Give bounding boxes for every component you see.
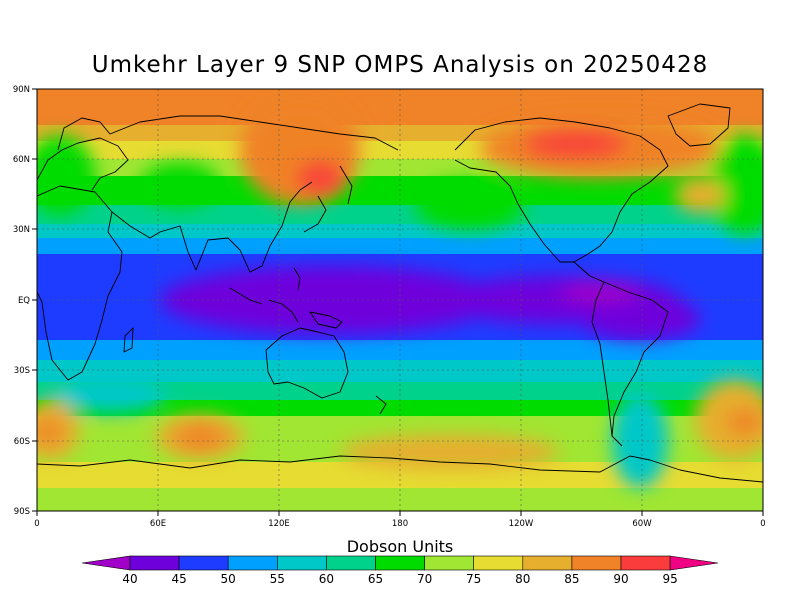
lon-label-0: 0 [34, 519, 39, 529]
lon-label-120w: 120W [509, 519, 534, 529]
colorbar-title: Dobson Units [346, 537, 454, 556]
colorbar-swatch [178, 555, 229, 571]
colorbar-arrow-low [81, 555, 131, 571]
coastlines [37, 103, 763, 483]
lon-label-180: 180 [392, 519, 408, 529]
lat-label-30s: 30S [14, 366, 30, 376]
lon-label-60e: 60E [150, 519, 166, 529]
colorbar-swatch [424, 555, 475, 571]
colorbar-swatch [227, 555, 278, 571]
ozone-field [37, 89, 763, 511]
colorbar-level-label: 70 [416, 572, 433, 586]
lat-label-60n: 60N [13, 155, 30, 165]
colorbar-swatch [571, 555, 622, 571]
lon-label-0-east: 0 [760, 519, 765, 529]
colorbar-swatch [620, 555, 671, 571]
colorbar-swatch [522, 555, 573, 571]
colorbar-swatch [276, 555, 327, 571]
colorbar-swatch [375, 555, 425, 571]
lat-label-90n: 90N [13, 85, 30, 95]
lat-label-60s: 60S [14, 437, 30, 447]
lat-axis [32, 88, 37, 512]
colorbar-level-label: 60 [318, 572, 335, 586]
colorbar-swatch [326, 555, 376, 571]
colorbar-level-label: 90 [613, 572, 629, 586]
colorbar-level-label: 45 [171, 572, 187, 586]
colorbar-swatch [473, 555, 524, 571]
colorbar [81, 555, 719, 571]
lat-label-90s: 90S [14, 507, 30, 517]
map-title: Umkehr Layer 9 SNP OMPS Analysis on 2025… [91, 52, 709, 78]
lat-label-eq: EQ [18, 296, 30, 306]
lon-label-120e: 120E [268, 519, 290, 529]
colorbar-level-label: 80 [515, 572, 531, 586]
colorbar-level-label: 40 [122, 572, 138, 586]
graticule [37, 89, 763, 511]
colorbar-level-label: 65 [367, 572, 384, 586]
colorbar-level-label: 50 [220, 572, 236, 586]
colorbar-arrow-high [669, 555, 719, 571]
colorbar-level-label: 55 [269, 572, 285, 586]
lon-axis [36, 511, 764, 516]
colorbar-swatch [129, 555, 180, 571]
colorbar-level-label: 75 [466, 572, 482, 586]
colorbar-level-label: 95 [662, 572, 678, 586]
colorbar-level-label: 85 [564, 572, 580, 586]
lon-label-60w: 60W [632, 519, 652, 529]
lat-label-30n: 30N [13, 225, 30, 235]
